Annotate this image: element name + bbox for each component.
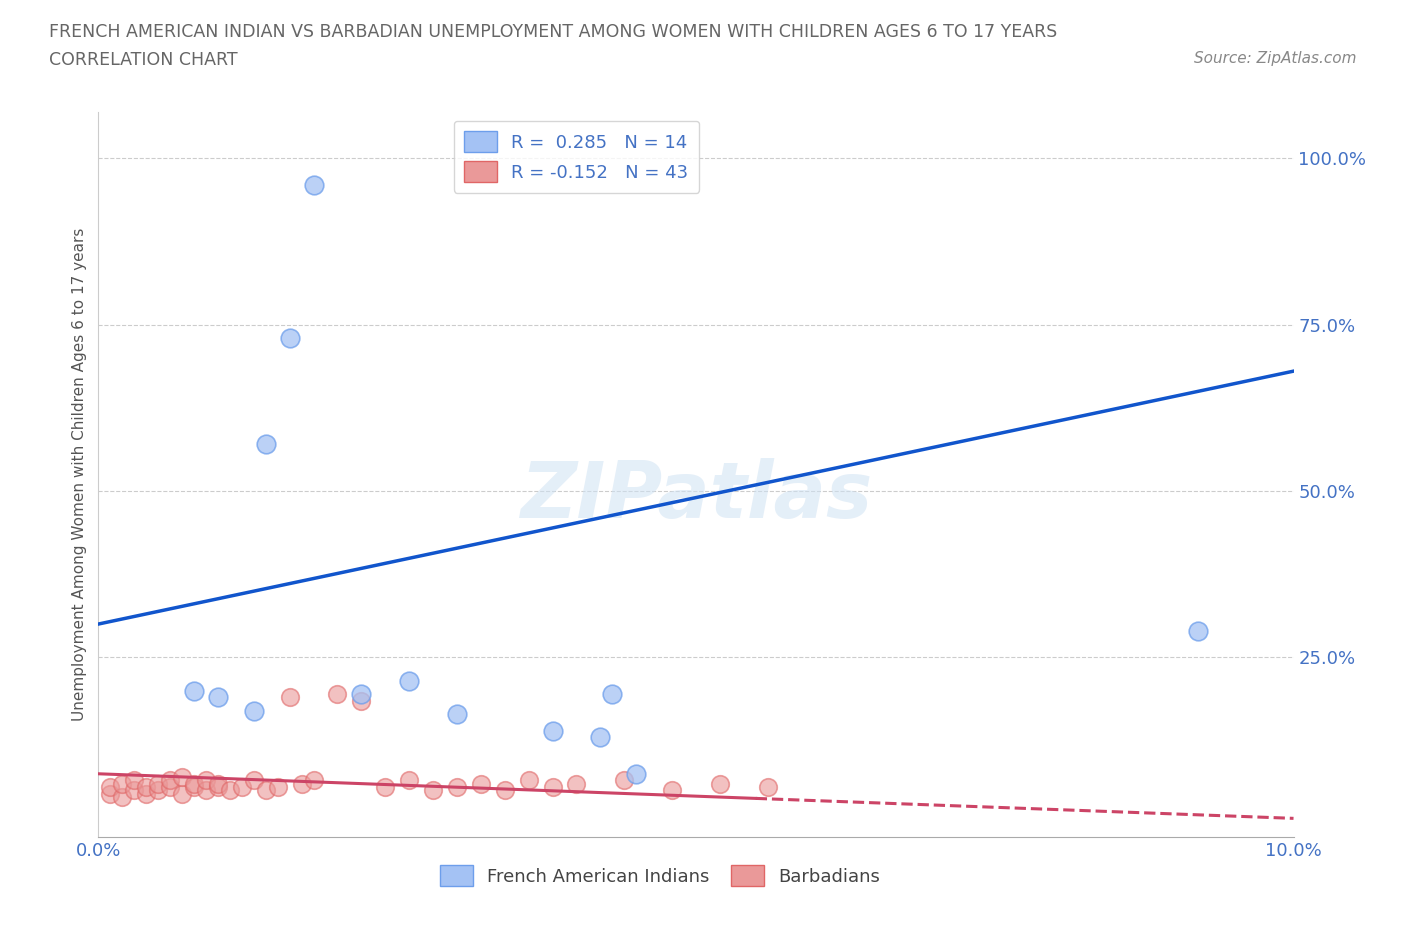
- Point: [302, 178, 325, 193]
- Point: [278, 690, 301, 705]
- Text: Source: ZipAtlas.com: Source: ZipAtlas.com: [1194, 51, 1357, 66]
- Point: [159, 779, 181, 794]
- Point: [159, 773, 181, 788]
- Point: [398, 673, 420, 688]
- Point: [267, 779, 290, 794]
- Point: [183, 777, 205, 791]
- Point: [124, 773, 146, 788]
- Point: [219, 783, 242, 798]
- Point: [98, 786, 122, 801]
- Point: [135, 786, 157, 801]
- Text: FRENCH AMERICAN INDIAN VS BARBADIAN UNEMPLOYMENT AMONG WOMEN WITH CHILDREN AGES : FRENCH AMERICAN INDIAN VS BARBADIAN UNEM…: [49, 23, 1057, 41]
- Point: [326, 686, 349, 701]
- Y-axis label: Unemployment Among Women with Children Ages 6 to 17 years: Unemployment Among Women with Children A…: [72, 228, 87, 721]
- Point: [278, 330, 301, 345]
- Point: [350, 686, 373, 701]
- Point: [589, 730, 612, 745]
- Point: [422, 783, 444, 798]
- Point: [1187, 623, 1209, 638]
- Point: [243, 703, 266, 718]
- Point: [195, 783, 218, 798]
- Point: [541, 779, 564, 794]
- Legend: French American Indians, Barbadians: French American Indians, Barbadians: [433, 858, 887, 893]
- Point: [254, 783, 277, 798]
- Point: [613, 773, 636, 788]
- Point: [517, 773, 540, 788]
- Point: [98, 779, 122, 794]
- Point: [207, 777, 229, 791]
- Point: [291, 777, 314, 791]
- Point: [135, 779, 157, 794]
- Point: [111, 777, 134, 791]
- Point: [302, 773, 325, 788]
- Point: [661, 783, 683, 798]
- Point: [470, 777, 492, 791]
- Point: [350, 693, 373, 708]
- Text: CORRELATION CHART: CORRELATION CHART: [49, 51, 238, 69]
- Point: [756, 779, 779, 794]
- Point: [183, 779, 205, 794]
- Point: [148, 783, 170, 798]
- Point: [124, 783, 146, 798]
- Point: [602, 686, 624, 701]
- Point: [446, 707, 468, 722]
- Point: [626, 766, 648, 781]
- Point: [446, 779, 468, 794]
- Point: [207, 779, 229, 794]
- Point: [374, 779, 396, 794]
- Point: [207, 690, 229, 705]
- Text: ZIPatlas: ZIPatlas: [520, 458, 872, 534]
- Point: [183, 684, 205, 698]
- Point: [565, 777, 588, 791]
- Point: [709, 777, 731, 791]
- Point: [254, 437, 277, 452]
- Point: [494, 783, 516, 798]
- Point: [148, 777, 170, 791]
- Point: [111, 790, 134, 804]
- Point: [541, 724, 564, 738]
- Point: [243, 773, 266, 788]
- Point: [398, 773, 420, 788]
- Point: [172, 770, 194, 785]
- Point: [195, 773, 218, 788]
- Point: [172, 786, 194, 801]
- Point: [231, 779, 253, 794]
